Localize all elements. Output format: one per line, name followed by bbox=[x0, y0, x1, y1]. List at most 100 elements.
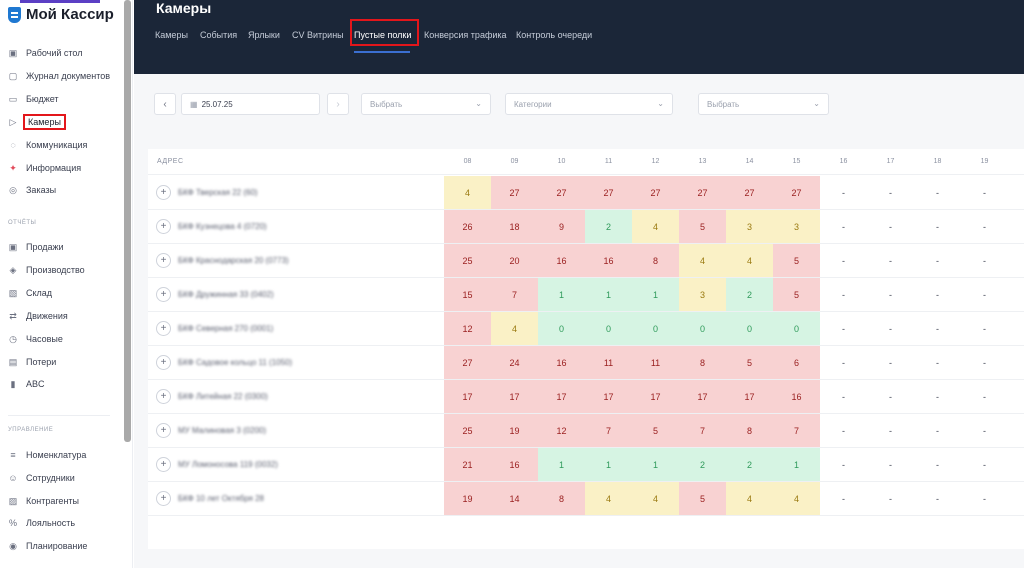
layers-icon: ◈ bbox=[9, 264, 17, 275]
table-row[interactable]: + БКФ Тверская 22 (60) 4 27 27 27 27 27 27 27- - - -… bbox=[148, 176, 1024, 210]
hour-value-cell: 25 bbox=[444, 244, 491, 277]
app-logo[interactable]: Мой Кассир bbox=[8, 6, 114, 23]
sidebar-item-label: Часовые bbox=[26, 334, 63, 344]
hour-column-header: 18 bbox=[933, 158, 942, 165]
category-select[interactable]: Категории ⌄ bbox=[505, 93, 673, 115]
hour-value-cell: 4 bbox=[491, 312, 538, 345]
table-header: АДРЕС 08 09 10 11 12 13 14 15 16 17 18 19 20 bbox=[148, 149, 1024, 175]
date-field[interactable]: ▦ 25.07.25 bbox=[181, 93, 320, 115]
tab-1[interactable]: События bbox=[200, 30, 238, 40]
sidebar-item-label: Сотрудники bbox=[26, 473, 75, 483]
page-header: Камеры Камеры События Ярлыки CV Витрины Пуст… bbox=[134, 0, 1024, 74]
empty-hour-cell: - bbox=[983, 391, 986, 402]
app-name: Мой Кассир bbox=[26, 6, 114, 23]
calendar-icon: ▣ bbox=[8, 47, 18, 58]
expand-row-button[interactable]: + bbox=[156, 253, 171, 268]
tab-4[interactable]: Пустые полки bbox=[354, 30, 412, 40]
empty-hour-cell: - bbox=[842, 221, 845, 232]
empty-hour-cell: - bbox=[983, 187, 986, 198]
sidebar-item-report-4[interactable]: ◷ Часовые bbox=[8, 330, 63, 348]
sidebar-item-manage-2[interactable]: ▨ Контрагенты bbox=[8, 492, 79, 510]
sidebar-item-manage-4[interactable]: ◉ Планирование bbox=[8, 537, 87, 555]
empty-hour-cell: - bbox=[1008, 210, 1024, 243]
hour-value-cell: 1 bbox=[585, 448, 632, 481]
empty-hour-cell: - bbox=[936, 391, 939, 402]
hour-value-cell: 19 bbox=[491, 414, 538, 447]
empty-hour-cell: - bbox=[842, 493, 845, 504]
table-row[interactable]: + БКФ Садовое кольцо 11 (1050) 27 24 16 11 11 8… bbox=[148, 346, 1024, 380]
empty-hour-cell: - bbox=[936, 221, 939, 232]
empty-hour-cell: - bbox=[936, 255, 939, 266]
hour-value-cell: 5 bbox=[726, 346, 773, 379]
tab-2[interactable]: Ярлыки bbox=[248, 30, 280, 40]
tab-5[interactable]: Конверсия трафика bbox=[424, 30, 507, 40]
table-row[interactable]: + БКФ Краснодарская 20 (0773) 25 20 16 16 8 4 4 5… bbox=[148, 244, 1024, 278]
hour-value-cell: 27 bbox=[679, 176, 726, 209]
date-value: 25.07.25 bbox=[201, 99, 233, 109]
expand-row-button[interactable]: + bbox=[156, 423, 171, 438]
hour-value-cell: 1 bbox=[632, 278, 679, 311]
next-date-button[interactable]: › bbox=[327, 93, 349, 115]
select-filter-1[interactable]: Выбрать ⌄ bbox=[361, 93, 491, 115]
hour-value-cell: 27 bbox=[585, 176, 632, 209]
expand-row-button[interactable]: + bbox=[156, 355, 171, 370]
sidebar-item-report-3[interactable]: ⇄ Движения bbox=[8, 307, 68, 325]
expand-row-button[interactable]: + bbox=[156, 287, 171, 302]
expand-row-button[interactable]: + bbox=[156, 219, 171, 234]
sidebar-item-main-2[interactable]: ▭ Бюджет bbox=[8, 90, 59, 108]
hour-value-cell: 27 bbox=[538, 176, 585, 209]
sidebar-item-report-1[interactable]: ◈ Производство bbox=[8, 261, 85, 279]
tab-3[interactable]: CV Витрины bbox=[292, 30, 344, 40]
tab-6[interactable]: Контроль очереди bbox=[516, 30, 593, 40]
sidebar-item-main-3[interactable]: ▷ Камеры bbox=[8, 113, 66, 131]
sidebar-item-report-0[interactable]: ▣ Продажи bbox=[8, 238, 64, 256]
expand-row-button[interactable]: + bbox=[156, 321, 171, 336]
users-icon: ☺ bbox=[8, 473, 18, 483]
sidebar-item-main-5[interactable]: ✦ Информация bbox=[8, 159, 81, 177]
expand-row-button[interactable]: + bbox=[156, 389, 171, 404]
prev-date-button[interactable]: ‹ bbox=[154, 93, 176, 115]
hour-value-cell: 8 bbox=[632, 244, 679, 277]
sidebar-item-manage-1[interactable]: ☺ Сотрудники bbox=[8, 469, 75, 487]
sidebar-item-report-6[interactable]: ▮ ABC bbox=[8, 375, 45, 393]
expand-row-button[interactable]: + bbox=[156, 185, 171, 200]
sidebar-scrollbar[interactable] bbox=[124, 0, 131, 442]
sidebar-item-main-4[interactable]: ◌ Коммуникация bbox=[8, 136, 87, 154]
hour-value-cell: 27 bbox=[632, 176, 679, 209]
hour-value-cell: 4 bbox=[726, 244, 773, 277]
hour-value-cell: 27 bbox=[444, 346, 491, 379]
tab-0[interactable]: Камеры bbox=[155, 30, 188, 40]
empty-hour-cell: - bbox=[983, 493, 986, 504]
empty-hour-cell: - bbox=[842, 459, 845, 470]
sidebar-item-main-0[interactable]: ▣ Рабочий стол bbox=[8, 44, 83, 62]
sidebar-item-main-6[interactable]: ◎ Заказы bbox=[8, 181, 56, 199]
sidebar-item-label: Журнал документов bbox=[26, 71, 111, 81]
table-row[interactable]: + БКФ Литейная 22 (0300) 17 17 17 17 17 17 17 16-… bbox=[148, 380, 1024, 414]
expand-row-button[interactable]: + bbox=[156, 491, 171, 506]
hour-value-cell: 7 bbox=[773, 414, 820, 447]
hour-value-cell: 17 bbox=[726, 380, 773, 413]
sidebar-item-manage-3[interactable]: % Лояльность bbox=[8, 514, 75, 532]
hour-value-cell: 4 bbox=[679, 244, 726, 277]
sidebar-item-label: Номенклатура bbox=[26, 450, 87, 460]
hour-value-cell: 16 bbox=[585, 244, 632, 277]
info-icon: ✦ bbox=[9, 162, 17, 173]
empty-hour-cell: - bbox=[889, 357, 892, 368]
empty-hour-cell: - bbox=[889, 255, 892, 266]
select-filter-3[interactable]: Выбрать ⌄ bbox=[698, 93, 829, 115]
expand-row-button[interactable]: + bbox=[156, 457, 171, 472]
sidebar-item-report-5[interactable]: ▤ Потери bbox=[8, 353, 57, 371]
store-address: МУ Ломоносова 119 (0032) bbox=[178, 460, 278, 469]
sidebar-item-main-1[interactable]: ▢ Журнал документов bbox=[8, 67, 110, 85]
empty-hour-cell: - bbox=[842, 187, 845, 198]
sidebar-item-manage-0[interactable]: ≡ Номенклатура bbox=[8, 446, 86, 464]
sidebar-item-report-2[interactable]: ▧ Склад bbox=[8, 284, 52, 302]
hour-value-cell: 15 bbox=[444, 278, 491, 311]
